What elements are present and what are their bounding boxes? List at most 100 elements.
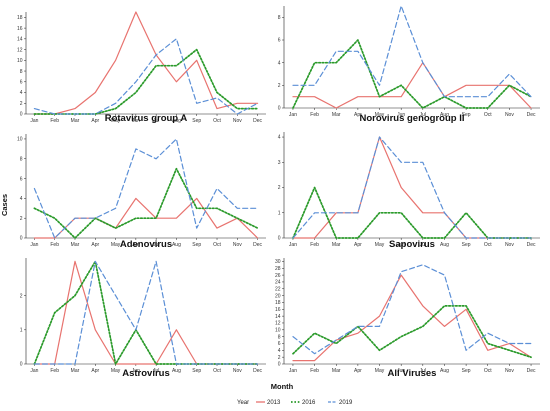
x-tick-label: Oct (484, 368, 492, 374)
y-tick-label: 16 (17, 26, 23, 32)
x-tick-label: Mar (332, 368, 341, 374)
panel-title: Adenovirus (120, 239, 172, 250)
legend-label-2013: 2013 (267, 400, 281, 406)
series-line-2019 (33, 260, 259, 365)
y-tick-label: 12 (17, 47, 23, 53)
x-tick-label: Aug (172, 368, 181, 374)
y-tick-label: 2 (20, 101, 23, 107)
y-tick-label: 0 (278, 362, 281, 368)
x-tick-label: Jan (289, 368, 297, 374)
x-tick-label: Apr (91, 242, 99, 248)
x-tick-label: Oct (484, 242, 492, 248)
y-tick-label: 28 (275, 266, 281, 272)
y-tick-label: 6 (278, 38, 281, 44)
y-tick-label: 6 (278, 341, 281, 347)
x-tick-label: May (111, 242, 121, 248)
y-tick-label: 14 (275, 314, 281, 320)
x-tick-label: Nov (233, 242, 242, 248)
y-tick-label: 2 (278, 185, 281, 191)
x-tick-label: Mar (332, 242, 341, 248)
x-tick-label: Jan (289, 242, 297, 248)
x-tick-label: Jan (30, 118, 38, 124)
y-tick-label: 6 (20, 79, 23, 85)
x-tick-label: Apr (91, 368, 99, 374)
x-tick-label: Feb (50, 368, 59, 374)
series-line-2019 (292, 5, 532, 98)
x-tick-label: Mar (71, 368, 80, 374)
y-tick-label: 26 (275, 273, 281, 279)
x-tick-label: Feb (310, 242, 319, 248)
x-tick-label: Mar (332, 112, 341, 118)
series-line-2013 (292, 274, 532, 362)
y-tick-label: 4 (278, 135, 281, 141)
x-tick-label: Aug (172, 118, 181, 124)
x-tick-label: Dec (253, 118, 262, 124)
y-tick-label: 3 (278, 160, 281, 166)
y-tick-label: 2 (278, 83, 281, 89)
x-tick-label: Sep (462, 368, 471, 374)
y-tick-label: 0 (278, 106, 281, 112)
x-tick-label: Feb (310, 368, 319, 374)
x-tick-label: Feb (50, 118, 59, 124)
y-tick-label: 2 (278, 355, 281, 361)
series-line-2019 (33, 38, 259, 115)
x-tick-label: Sep (462, 112, 471, 118)
y-tick-label: 0 (20, 362, 23, 368)
x-tick-label: Nov (505, 112, 514, 118)
series-line-2019 (292, 264, 532, 355)
panel-title: Astrovirus (122, 368, 170, 379)
x-tick-label: Nov (505, 368, 514, 374)
series-line-2013 (292, 136, 532, 239)
legend-label-2019: 2019 (339, 400, 353, 406)
panel-3: 0 2 4 6 8 10 Jan Feb Mar Apr May Jun Jul Aug Sep Oct Nov… (17, 134, 266, 250)
x-tick-label: Oct (213, 368, 221, 374)
series-line-2019 (292, 136, 532, 239)
x-axis-label: Month (271, 382, 294, 391)
x-tick-label: Jan (289, 112, 297, 118)
panel-1: 0 2 4 6 8 10 12 14 16 18 Jan Feb Mar Apr May Jun Jul Aug S… (17, 11, 266, 124)
series-line-2016 (33, 260, 259, 365)
y-axis-label: Cases (0, 194, 9, 216)
panel-4: 0 1 2 3 4 Jan Feb Mar Apr May Jun Jul Aug Sep Oct Nov De… (278, 132, 540, 250)
y-tick-label: 10 (17, 58, 23, 64)
y-tick-label: 18 (17, 15, 23, 21)
x-tick-label: Oct (484, 112, 492, 118)
y-tick-label: 1 (20, 328, 23, 334)
x-tick-label: Oct (213, 118, 221, 124)
y-tick-label: 4 (278, 60, 281, 66)
y-tick-label: 16 (275, 307, 281, 313)
x-tick-label: Jun (397, 242, 405, 248)
x-tick-label: Sep (192, 368, 201, 374)
x-tick-label: Aug (172, 242, 181, 248)
x-tick-label: Nov (505, 242, 514, 248)
y-tick-label: 4 (278, 348, 281, 354)
x-tick-label: Mar (71, 118, 80, 124)
x-tick-label: Dec (253, 368, 262, 374)
y-tick-label: 2 (20, 216, 23, 222)
y-tick-label: 1 (278, 210, 281, 216)
panel-5: 0 1 2 Jan Feb Mar Apr May Jun Jul Aug Sep Oct Nov Dec A… (20, 258, 266, 379)
y-tick-label: 0 (20, 112, 23, 118)
x-tick-label: Jun (397, 112, 405, 118)
x-tick-label: Sep (192, 242, 201, 248)
series-line-2013 (33, 11, 259, 115)
x-tick-label: May (375, 242, 385, 248)
y-tick-label: 22 (275, 286, 281, 292)
x-tick-label: Jan (30, 242, 38, 248)
y-tick-label: 10 (275, 328, 281, 334)
y-tick-label: 14 (17, 37, 23, 43)
x-tick-label: May (375, 368, 385, 374)
x-tick-label: Nov (233, 118, 242, 124)
legend: Year 2013 2016 2019 (237, 400, 353, 406)
y-tick-label: 8 (278, 15, 281, 21)
series-line-2019 (33, 138, 259, 239)
x-tick-label: Apr (354, 242, 362, 248)
x-tick-label: Jul (420, 368, 426, 374)
series-line-2013 (292, 62, 532, 109)
x-tick-label: May (111, 368, 121, 374)
panel-title: Norovirus genogroup II (359, 113, 464, 124)
x-tick-label: Jun (132, 118, 140, 124)
series-line-2016 (33, 48, 259, 115)
